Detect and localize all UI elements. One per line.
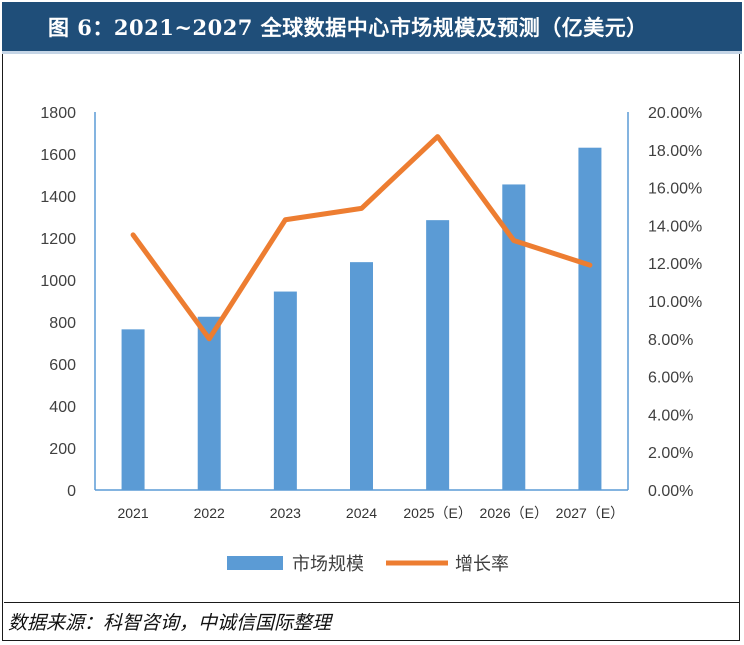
left-tick-label: 400 xyxy=(49,399,76,416)
legend-label-line: 增长率 xyxy=(455,554,509,574)
left-tick-label: 1600 xyxy=(40,147,76,164)
right-tick-label: 0.00% xyxy=(648,483,693,500)
right-tick-label: 10.00% xyxy=(648,294,702,311)
x-tick-label: 2023 xyxy=(270,505,301,521)
source-note: 数据来源：科智咨询，中诚信国际整理 xyxy=(8,612,332,634)
left-tick-label: 0 xyxy=(67,483,76,500)
right-tick-label: 16.00% xyxy=(648,181,702,198)
x-tick-label: 2022 xyxy=(194,505,225,521)
right-tick-label: 8.00% xyxy=(648,332,693,349)
x-tick-label: 2026（E） xyxy=(480,505,548,521)
bar-2026（E） xyxy=(502,184,526,490)
right-tick-label: 12.00% xyxy=(648,256,702,273)
chart-area: 0 200 400 600 800 1000 1200 1400 1600 1800 0.00% 2.… xyxy=(0,54,744,602)
left-tick-label: 200 xyxy=(49,441,76,458)
right-tick-label: 2.00% xyxy=(648,445,693,462)
source-divider xyxy=(4,602,740,603)
left-tick-label: 1800 xyxy=(40,105,76,122)
labels-group: 0 200 400 600 800 1000 1200 1400 1600 1800 0.00% 2.… xyxy=(40,105,702,521)
growth-line-group xyxy=(130,134,593,342)
chart-title: 图 6：2021~2027 全球数据中心市场规模及预测（亿美元） xyxy=(48,15,648,40)
bar-2022 xyxy=(197,316,221,490)
right-tick-label: 20.00% xyxy=(648,105,702,122)
bar-2023 xyxy=(273,291,297,490)
bar-2024 xyxy=(350,262,373,490)
left-tick-label: 1200 xyxy=(40,231,76,248)
x-tick-label: 2025（E） xyxy=(403,505,471,521)
right-tick-label: 18.00% xyxy=(648,143,702,160)
left-tick-label: 1400 xyxy=(40,189,76,206)
combo-chart: 0 200 400 600 800 1000 1200 1400 1600 1800 0.00% 2.… xyxy=(40,105,702,574)
bar-2027（E） xyxy=(578,147,602,490)
legend-label-bars: 市场规模 xyxy=(292,554,364,574)
bar-2021 xyxy=(121,329,145,490)
x-tick-label: 2021 xyxy=(117,505,148,521)
left-tick-label: 1000 xyxy=(40,273,76,290)
legend: 市场规模 增长率 xyxy=(227,554,509,574)
title-bar: 图 6：2021~2027 全球数据中心市场规模及预测（亿美元） xyxy=(2,2,742,54)
right-tick-label: 6.00% xyxy=(648,370,693,387)
x-tick-label: 2027（E） xyxy=(556,505,624,521)
legend-swatch-bars xyxy=(227,556,283,570)
left-tick-label: 800 xyxy=(49,315,76,332)
x-tick-label: 2024 xyxy=(346,505,377,521)
right-tick-label: 4.00% xyxy=(648,407,693,424)
bar-2025（E） xyxy=(426,220,450,490)
right-tick-label: 14.00% xyxy=(648,218,702,235)
bars-group xyxy=(121,147,602,490)
left-tick-label: 600 xyxy=(49,357,76,374)
